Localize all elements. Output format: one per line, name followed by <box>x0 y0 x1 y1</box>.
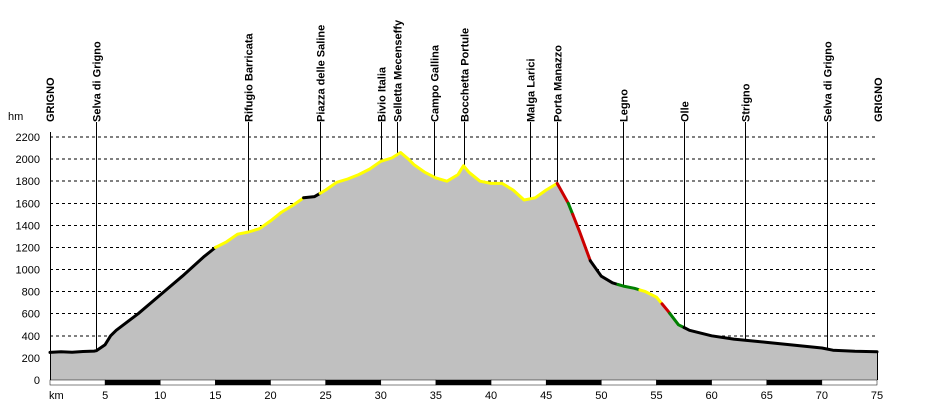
km-scale-block <box>656 379 712 386</box>
km-scale-block <box>160 379 216 386</box>
x-tick-label: 75 <box>871 390 883 402</box>
x-axis-label: km <box>49 390 64 402</box>
x-tick-label: 5 <box>102 390 108 402</box>
y-tick-label: 2200 <box>16 132 40 144</box>
km-scale-block <box>325 379 382 386</box>
y-tick-label: 1600 <box>16 198 40 210</box>
waypoint-label: Piazza delle Saline <box>316 25 328 122</box>
profile-segment <box>48 246 217 354</box>
km-scale-block <box>270 379 326 386</box>
waypoint-label: Strigno <box>741 83 753 122</box>
y-tick-label: 1800 <box>16 176 40 188</box>
waypoint-label: Malga Larici <box>526 58 538 122</box>
waypoint-label: GRIGNO <box>873 77 885 122</box>
waypoint-label: Selva di Grigno <box>92 41 104 122</box>
waypoint-label: Bivio Italia <box>377 66 389 122</box>
waypoint-label: Selletta Mecenseffy <box>393 19 405 122</box>
x-tick-label: 50 <box>595 390 607 402</box>
x-tick-label: 10 <box>154 390 166 402</box>
y-tick-label: 200 <box>22 353 40 365</box>
waypoint-label: Rifugio Barricata <box>244 32 256 122</box>
km-scale-block <box>490 379 547 386</box>
axes: 0 200 400 600 800 1000 1200 1400 1600 1800 2000 220… <box>8 111 883 402</box>
x-tick-label: 35 <box>430 390 442 402</box>
profile-segment <box>566 201 575 216</box>
waypoint-labels: GRIGNO Selva di Grigno Rifugio Barricata Pi… <box>45 19 885 122</box>
y-tick-label: 1400 <box>16 220 40 232</box>
waypoint-label: Bocchetta Portule <box>460 28 472 122</box>
profile-segment <box>213 196 306 249</box>
profile-fill <box>50 152 877 380</box>
x-tick-label: 15 <box>209 390 221 402</box>
profile-line <box>48 151 879 354</box>
profile-segment <box>638 288 664 306</box>
y-tick-label: 600 <box>22 309 40 321</box>
km-scale-block <box>821 379 878 386</box>
km-scale-block <box>49 379 106 386</box>
km-scale-block <box>380 379 437 386</box>
km-scale-block <box>104 379 161 386</box>
waypoint-label: Campo Gallina <box>430 44 442 122</box>
y-tick-label: 800 <box>22 287 40 299</box>
x-tick-label: 55 <box>650 390 662 402</box>
km-scale-block <box>711 379 767 386</box>
x-tick-label: 20 <box>264 390 276 402</box>
profile-segment <box>682 326 879 354</box>
x-tick-label: 60 <box>705 390 717 402</box>
y-tick-label: 2000 <box>16 154 40 166</box>
waypoint-label: Legno <box>619 89 631 122</box>
profile-segment <box>616 283 642 292</box>
km-scale-block <box>766 379 823 386</box>
profile-segment <box>302 191 322 200</box>
km-scale-block <box>215 379 271 386</box>
profile-area <box>50 152 877 380</box>
y-tick-label: 1200 <box>16 242 40 254</box>
x-tick-label: 25 <box>320 390 332 402</box>
waypoint-label: Selva di Grigno <box>823 41 835 122</box>
x-tick-label: 45 <box>540 390 552 402</box>
waypoint-label: Porta Manazzo <box>553 45 565 122</box>
y-axis-label: hm <box>8 111 23 123</box>
profile-segment <box>555 181 570 205</box>
km-scale-block <box>435 379 492 386</box>
x-tick-label: 40 <box>485 390 497 402</box>
profile-segment <box>571 212 592 263</box>
waypoint-label: GRIGNO <box>45 77 57 122</box>
y-tick-label: 1000 <box>16 265 40 277</box>
km-scale-block <box>601 379 657 386</box>
x-tick-label: 65 <box>761 390 773 402</box>
km-scale-block <box>545 379 602 386</box>
profile-segment <box>668 311 686 329</box>
waypoint-lines <box>96 122 828 351</box>
profile-segment <box>588 259 620 286</box>
y-tick-label: 0 <box>34 375 40 387</box>
x-tick-label: 30 <box>375 390 387 402</box>
profile-segment <box>318 151 559 202</box>
x-tick-label: 70 <box>816 390 828 402</box>
waypoint-label: Olle <box>680 101 692 122</box>
y-tick-label: 400 <box>22 331 40 343</box>
